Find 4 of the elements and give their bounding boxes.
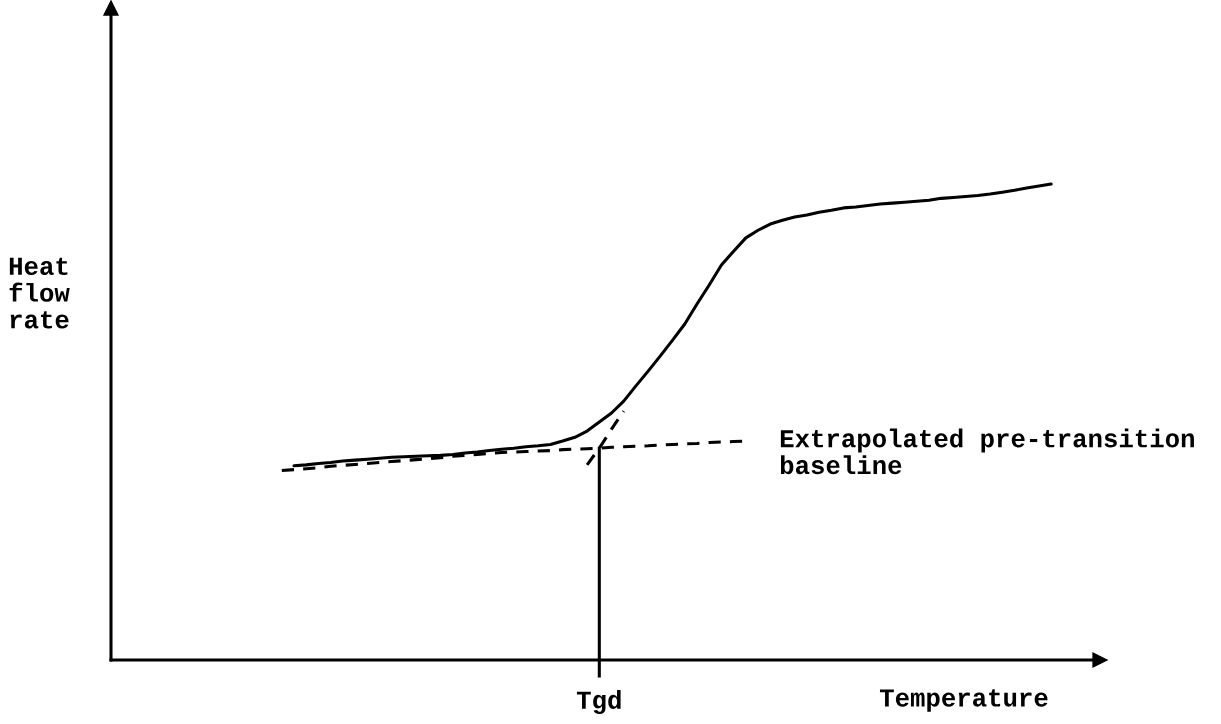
text: Heat flow rate [9,257,70,329]
x-axis-title: Temperature [879,689,1048,712]
text: Tgd [576,690,621,715]
series-label: Extrapolated pre-transition baseline [780,428,1194,475]
